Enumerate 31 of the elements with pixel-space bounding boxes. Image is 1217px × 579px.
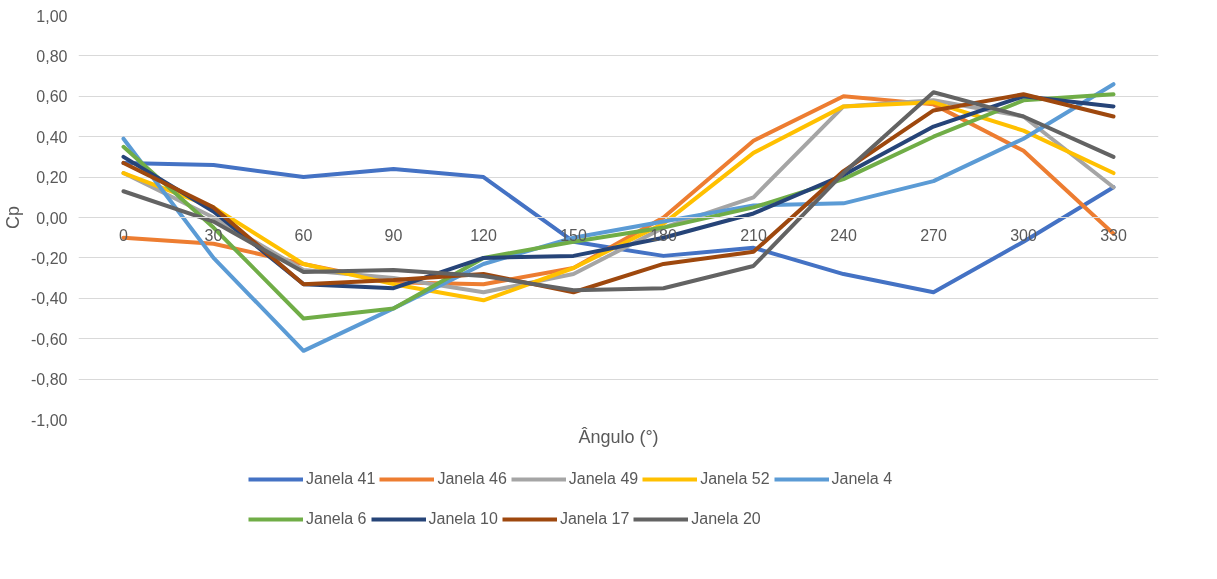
x-axis-title: Ângulo (°) [578,426,659,447]
y-tick-label: 0,60 [36,88,68,106]
x-tick-label: 270 [920,226,947,244]
y-tick-label: -0,40 [31,290,68,308]
y-axis-title: Cp [3,205,24,229]
y-tick-label: 0,40 [36,128,68,146]
legend-label: Janela 4 [831,470,893,488]
y-tick-label: 0,20 [36,169,68,187]
legend-label: Janela 17 [559,510,630,528]
y-tick-label: -0,60 [31,330,68,348]
legend-label: Janela 49 [568,470,639,488]
x-tick-label: 30 [204,226,223,244]
legend-label: Janela 41 [306,470,376,488]
x-tick-label: 60 [294,226,313,244]
x-tick-label: 240 [830,226,857,244]
legend-label: Janela 46 [437,470,507,488]
y-tick-label: 0,00 [36,209,68,227]
x-tick-label: 90 [384,226,403,244]
legend-label: Janela 6 [306,510,367,528]
x-tick-label: 120 [470,226,497,244]
y-tick-label: 0,80 [36,47,68,65]
legend-label: Janela 10 [428,510,498,528]
y-tick-label: -0,80 [31,371,68,389]
legend-label: Janela 52 [700,470,770,488]
x-tick-label: 330 [1100,226,1127,244]
y-tick-label: 1,00 [36,7,68,25]
legend-label: Janela 20 [691,510,761,528]
y-tick-label: -0,20 [31,249,68,267]
y-tick-label: -1,00 [31,411,68,429]
x-tick-label: 180 [650,226,677,244]
x-tick-label: 210 [740,226,767,244]
